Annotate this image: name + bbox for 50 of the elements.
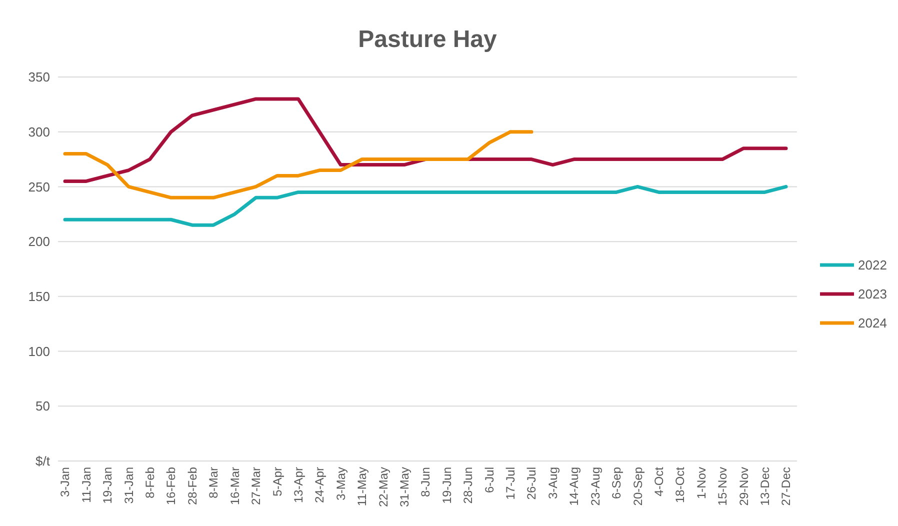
x-tick-label: 3-May <box>334 467 348 500</box>
x-tick-label: 15-Nov <box>716 467 730 506</box>
x-tick-label: 18-Oct <box>673 466 688 504</box>
x-tick-label: 27-Dec <box>779 467 794 506</box>
x-tick-label: 29-Nov <box>736 467 751 506</box>
line-series <box>63 184 788 227</box>
x-tick-label: 8-Jun <box>418 467 433 498</box>
y-tick-label: 300 <box>28 124 50 140</box>
x-tick-label: 24-Apr <box>312 467 327 504</box>
x-tick-label: 14-Aug <box>567 467 582 506</box>
x-tick-label: 19-Jun <box>440 467 454 504</box>
y-tick-label: 150 <box>28 288 50 304</box>
x-tick-label: 16-Mar <box>228 467 242 506</box>
legend-label: 2023 <box>858 286 887 302</box>
line-series <box>63 130 534 200</box>
x-tick-label: 16-Feb <box>164 466 178 506</box>
y-tick-label: 250 <box>28 179 50 194</box>
x-tick-label: 28-Feb <box>185 466 200 506</box>
y-tick-label: 50 <box>36 398 50 414</box>
x-tick-label: 19-Jan <box>100 467 115 504</box>
x-tick-label: 3-Aug <box>546 467 560 500</box>
legend-label: 2024 <box>858 316 887 331</box>
x-tick-label: 8-Mar <box>206 467 221 498</box>
x-tick-label: 20-Sep <box>630 466 645 506</box>
chart-title: Pasture Hay <box>358 26 498 53</box>
x-tick-label: 17-Jul <box>504 467 518 500</box>
x-tick-label: 4-Oct <box>652 466 666 496</box>
line-series <box>63 97 788 183</box>
y-tick-label: 200 <box>28 234 50 250</box>
legend-label: 2022 <box>858 258 887 273</box>
x-tick-label: 31-Jan <box>122 467 136 504</box>
x-tick-label: 6-Jul <box>482 467 496 494</box>
x-tick-label: 13-Dec <box>758 467 772 506</box>
x-tick-label: 26-Jul <box>524 467 539 500</box>
x-tick-label: 5-Apr <box>270 466 284 496</box>
x-tick-label: 11-May <box>355 467 370 506</box>
x-tick-label: 8-Feb <box>143 466 158 498</box>
x-tick-label: 23-Aug <box>588 467 602 506</box>
x-tick-label: 11-Jan <box>79 467 94 503</box>
x-tick-label: 31-May <box>397 467 412 508</box>
x-tick-label: 1-Nov <box>694 467 708 500</box>
x-tick-label: 6-Sep <box>610 466 624 500</box>
y-tick-label: 350 <box>28 70 50 85</box>
x-tick-label: 3-Jan <box>58 467 72 498</box>
x-tick-label: 13-Apr <box>291 467 306 504</box>
y-tick-label: 100 <box>28 344 50 359</box>
x-tick-label: 22-May <box>376 467 390 508</box>
x-tick-label: 28-Jun <box>461 467 476 504</box>
y-tick-label: $/t <box>36 454 50 469</box>
x-tick-label: 27-Mar <box>249 467 264 506</box>
